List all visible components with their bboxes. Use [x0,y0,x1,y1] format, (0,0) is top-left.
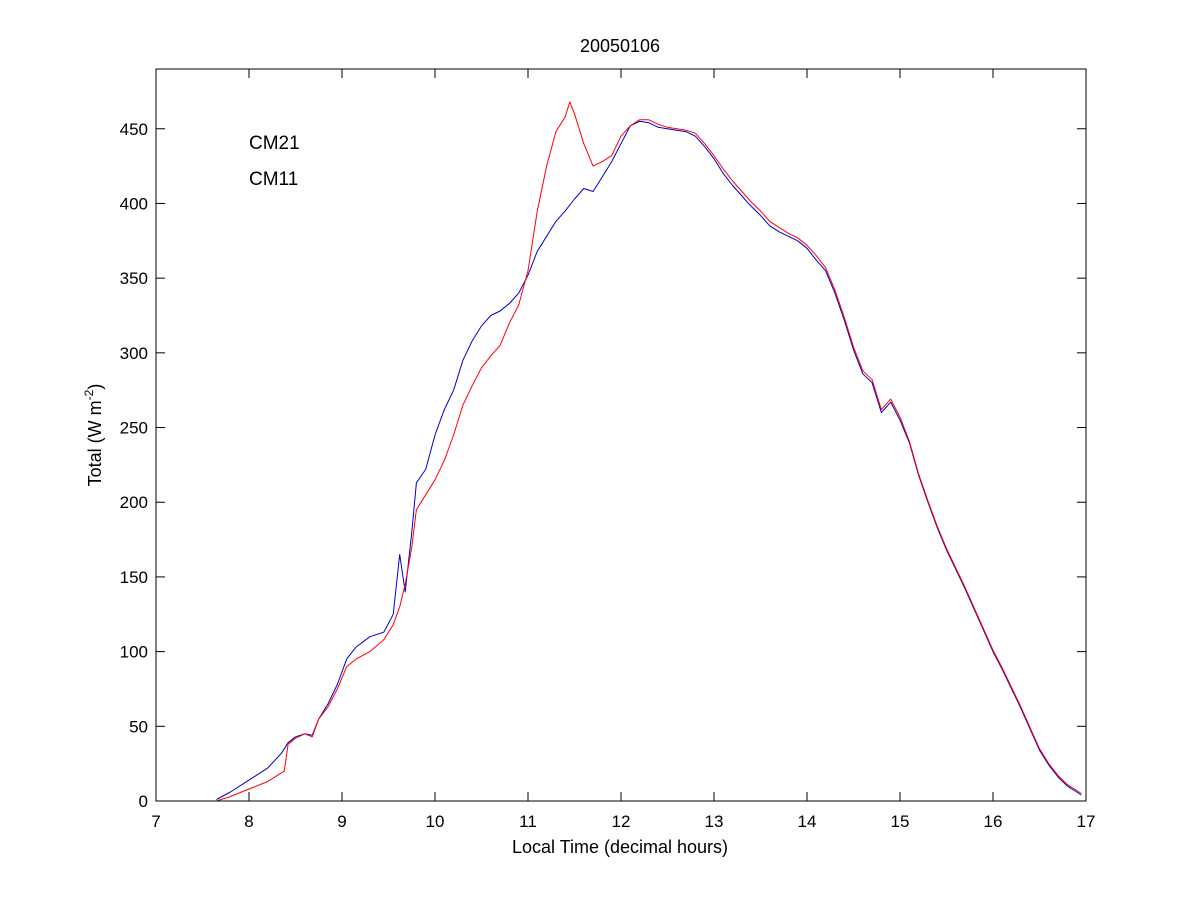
x-tick-label: 7 [151,812,160,831]
y-tick-label: 100 [120,643,148,662]
y-axis-title-superscript: -2 [82,389,96,400]
x-tick-label: 15 [891,812,910,831]
x-axis-title: Local Time (decimal hours) [512,837,728,857]
y-axis-title-main: Total (W m [85,400,105,486]
series-layer [216,101,1082,802]
legend: CM21 CM11 [249,133,300,190]
y-tick-label: 150 [120,568,148,587]
y-tick-label: 300 [120,344,148,363]
y-axis: 0 50 100 150 200 250 300 350 400 450 [120,120,1086,811]
y-tick-label: 350 [120,269,148,288]
legend-label-cm21: CM21 [249,133,300,154]
y-tick-label: 400 [120,194,148,213]
chart-title: 20050106 [580,36,660,56]
y-tick-label: 50 [129,717,148,736]
x-tick-label: 14 [798,812,817,831]
y-tick-label: 200 [120,493,148,512]
y-axis-title: Total (W m-2) [82,384,105,487]
x-axis: 7 8 9 10 11 12 13 14 15 16 17 [151,69,1095,831]
x-tick-label: 12 [612,812,631,831]
x-tick-label: 17 [1077,812,1096,831]
legend-label-cm11: CM11 [249,169,298,190]
y-tick-label: 0 [139,792,148,811]
x-tick-label: 16 [984,812,1003,831]
x-tick-label: 13 [705,812,724,831]
y-axis-title-suffix: ) [85,384,105,390]
x-tick-label: 8 [244,812,253,831]
x-tick-label: 9 [337,812,346,831]
x-tick-label: 11 [519,812,537,831]
x-tick-label: 10 [426,812,445,831]
series-line-cm21 [216,120,1082,800]
y-tick-label: 450 [120,120,148,139]
series-line-cm11 [216,101,1082,802]
y-tick-label: 250 [120,419,148,438]
